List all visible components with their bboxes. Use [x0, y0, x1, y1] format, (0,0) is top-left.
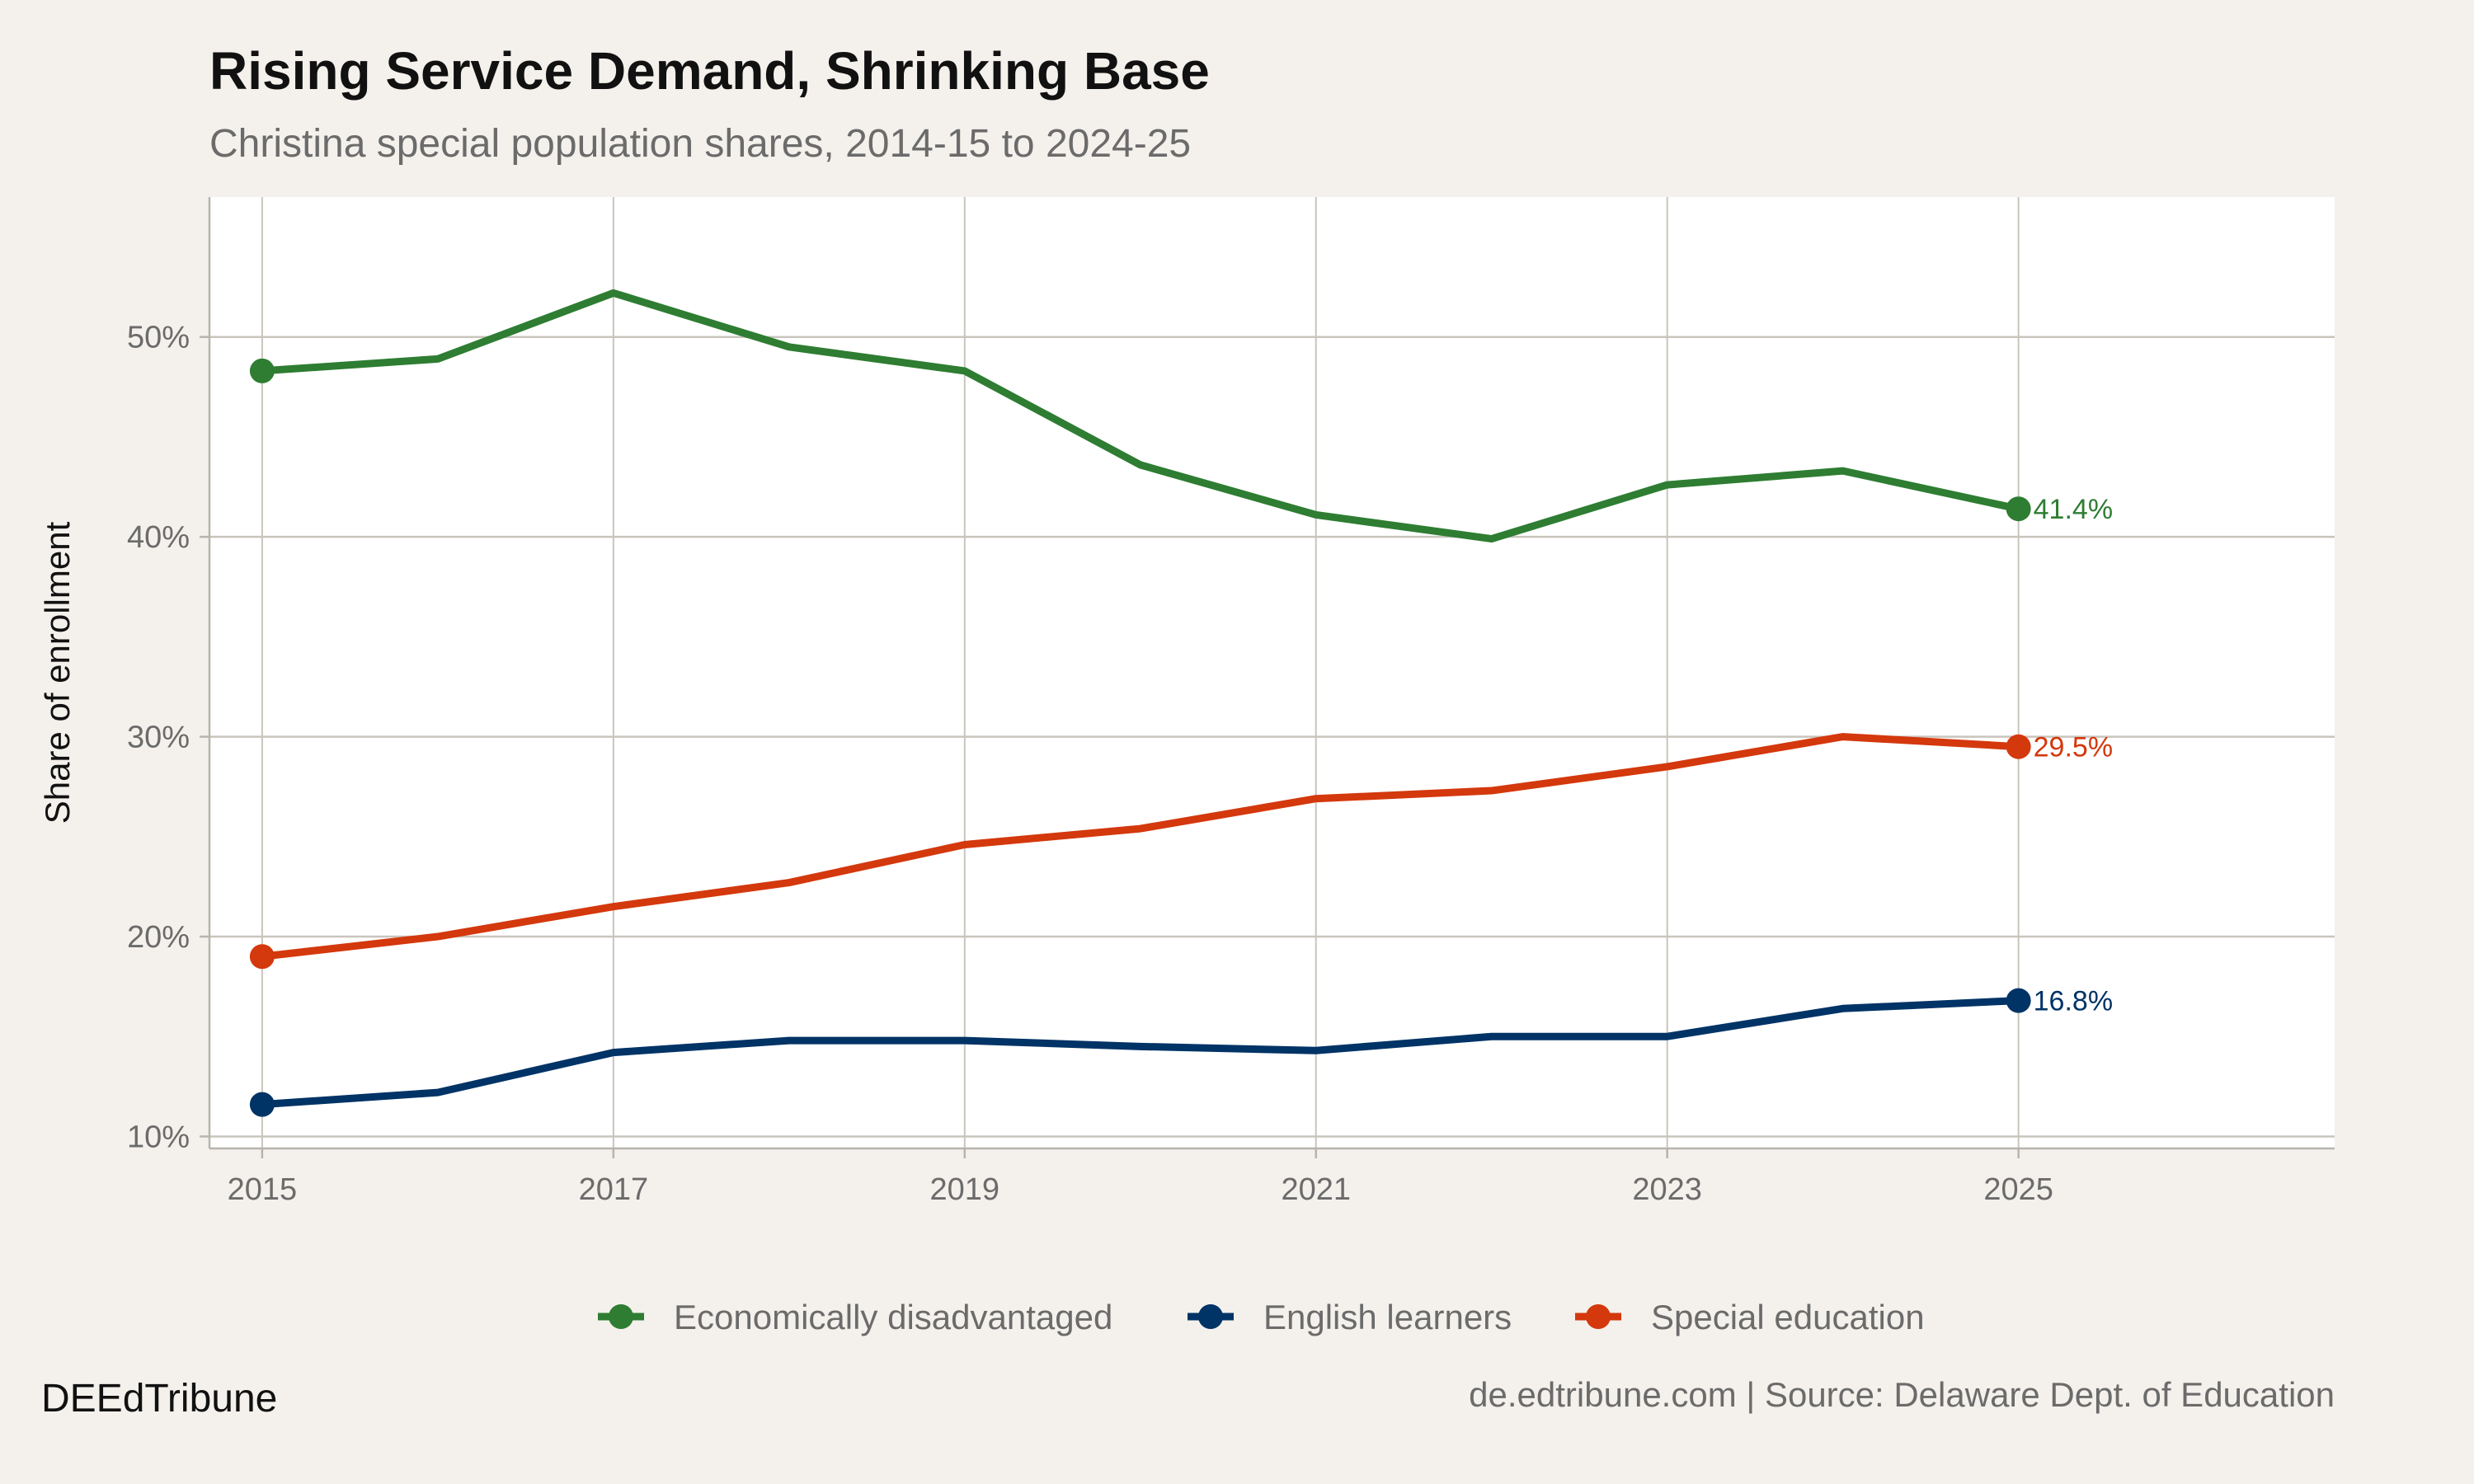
end-value-label: 29.5%	[2034, 732, 2113, 763]
source-note: de.edtribune.com | Source: Delaware Dept…	[1469, 1375, 2335, 1414]
chart-title: Rising Service Demand, Shrinking Base	[209, 41, 1210, 101]
axes: 10% 20% 30% 40% 50% 2015 2017 2019 2021 2023 2025	[127, 197, 2335, 1207]
series-economically-disadvantaged: 41.4%	[249, 289, 2113, 543]
legend-item: Special education	[1575, 1298, 1925, 1336]
plot-panel	[209, 197, 2335, 1148]
x-tick-label: 2025	[1983, 1172, 2053, 1207]
x-tick-label: 2019	[930, 1172, 1000, 1207]
legend-swatch-point	[609, 1304, 633, 1329]
series-line	[261, 997, 2019, 1109]
series-special-education: 29.5%	[249, 732, 2113, 970]
x-tick-label: 2017	[579, 1172, 649, 1207]
legend: Economically disadvantaged English learne…	[598, 1298, 1925, 1336]
series-group: 41.4% 16.8% 29.5%	[249, 289, 2113, 1117]
legend-item: Economically disadvantaged	[598, 1298, 1112, 1336]
y-tick-label: 10%	[127, 1120, 190, 1154]
legend-label: English learners	[1263, 1298, 1512, 1336]
legend-swatch-point	[1198, 1304, 1223, 1329]
y-tick-label: 30%	[127, 721, 190, 755]
x-tick-label: 2021	[1281, 1172, 1351, 1207]
data-point	[249, 944, 275, 970]
series-english-learners: 16.8%	[249, 986, 2113, 1117]
data-point	[249, 1092, 275, 1117]
legend-swatch-point	[1586, 1304, 1611, 1329]
data-point	[249, 358, 275, 383]
end-value-label: 41.4%	[2034, 494, 2113, 525]
legend-item: English learners	[1188, 1298, 1512, 1336]
x-tick-label: 2023	[1632, 1172, 1702, 1207]
y-tick-label: 20%	[127, 920, 190, 955]
legend-label: Economically disadvantaged	[674, 1298, 1112, 1336]
data-point	[2006, 734, 2031, 759]
x-tick-label: 2015	[228, 1172, 298, 1207]
data-point	[2006, 988, 2031, 1013]
y-tick-label: 50%	[127, 321, 190, 355]
brand-name: DEEdTribune	[41, 1377, 277, 1421]
chart-subtitle: Christina special population shares, 201…	[209, 122, 1191, 166]
series-line	[261, 289, 2020, 543]
end-value-label: 16.8%	[2034, 986, 2113, 1017]
series-line	[261, 733, 2019, 960]
data-point	[2006, 496, 2031, 522]
y-axis-label: Share of enrollment	[38, 521, 77, 824]
y-tick-label: 40%	[127, 520, 190, 555]
legend-label: Special education	[1651, 1298, 1925, 1336]
